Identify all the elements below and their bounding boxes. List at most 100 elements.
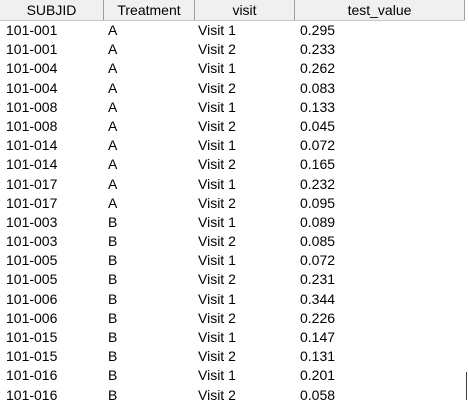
- cell-visit[interactable]: Visit 2: [198, 194, 236, 211]
- cell-test-value[interactable]: 0.233: [300, 41, 336, 58]
- cell-treatment[interactable]: B: [108, 271, 118, 288]
- table-row[interactable]: 101-005 B Visit 2 0.231: [0, 270, 465, 289]
- cell-treatment[interactable]: B: [108, 309, 118, 326]
- cell-subjid[interactable]: 101-005: [6, 252, 58, 269]
- cell-test-value[interactable]: 0.085: [300, 233, 336, 250]
- cell-subjid[interactable]: 101-001: [6, 22, 58, 38]
- cell-test-value[interactable]: 0.165: [300, 156, 336, 173]
- cell-visit[interactable]: Visit 1: [198, 329, 236, 345]
- cell-treatment[interactable]: A: [108, 79, 118, 96]
- cell-subjid[interactable]: 101-014: [6, 137, 58, 154]
- cell-subjid[interactable]: 101-015: [6, 329, 58, 345]
- cell-visit[interactable]: Visit 1: [198, 137, 236, 154]
- table-row[interactable]: 101-004 A Visit 1 0.262: [0, 59, 465, 78]
- cell-treatment[interactable]: A: [108, 98, 118, 115]
- cell-subjid[interactable]: 101-008: [6, 117, 58, 134]
- cell-test-value[interactable]: 0.147: [300, 329, 336, 345]
- cell-treatment[interactable]: B: [108, 348, 118, 365]
- cell-visit[interactable]: Visit 2: [198, 233, 236, 250]
- cell-test-value[interactable]: 0.045: [300, 117, 336, 134]
- table-row[interactable]: 101-015 B Visit 2 0.131: [0, 347, 465, 366]
- table-row[interactable]: 101-001 A Visit 1 0.295: [0, 21, 465, 40]
- cell-subjid[interactable]: 101-005: [6, 271, 58, 288]
- table-row[interactable]: 101-008 A Visit 2 0.045: [0, 117, 465, 136]
- column-header-test-value[interactable]: test_value: [295, 0, 465, 20]
- cell-treatment[interactable]: A: [108, 194, 118, 211]
- table-row[interactable]: 101-006 B Visit 2 0.226: [0, 309, 465, 328]
- cell-test-value[interactable]: 0.072: [300, 252, 336, 269]
- cell-subjid[interactable]: 101-015: [6, 348, 58, 365]
- cell-treatment[interactable]: A: [108, 117, 118, 134]
- cell-treatment[interactable]: B: [108, 290, 118, 307]
- column-header-treatment[interactable]: Treatment: [104, 0, 195, 20]
- cell-treatment[interactable]: B: [108, 386, 118, 403]
- cell-visit[interactable]: Visit 2: [198, 79, 236, 96]
- cell-subjid[interactable]: 101-001: [6, 41, 58, 58]
- cell-test-value[interactable]: 0.231: [300, 271, 336, 288]
- cell-treatment[interactable]: B: [108, 329, 118, 345]
- cell-subjid[interactable]: 101-004: [6, 60, 58, 77]
- cell-treatment[interactable]: A: [108, 175, 118, 192]
- cell-treatment[interactable]: B: [108, 367, 118, 384]
- table-row[interactable]: 101-015 B Visit 1 0.147: [0, 328, 465, 347]
- cell-test-value[interactable]: 0.295: [300, 22, 336, 38]
- cell-subjid[interactable]: 101-003: [6, 233, 58, 250]
- table-row[interactable]: 101-017 A Visit 1 0.232: [0, 175, 465, 194]
- cell-test-value[interactable]: 0.131: [300, 348, 336, 365]
- cell-visit[interactable]: Visit 1: [198, 98, 236, 115]
- cell-visit[interactable]: Visit 1: [198, 290, 236, 307]
- cell-subjid[interactable]: 101-003: [6, 213, 58, 230]
- cell-treatment[interactable]: B: [108, 213, 118, 230]
- cell-test-value[interactable]: 0.072: [300, 137, 336, 154]
- cell-test-value[interactable]: 0.133: [300, 98, 336, 115]
- cell-subjid[interactable]: 101-006: [6, 290, 58, 307]
- cell-visit[interactable]: Visit 2: [198, 348, 236, 365]
- cell-subjid[interactable]: 101-016: [6, 367, 58, 384]
- table-row[interactable]: 101-004 A Visit 2 0.083: [0, 79, 465, 98]
- table-row[interactable]: 101-003 B Visit 1 0.089: [0, 213, 465, 232]
- cell-test-value[interactable]: 0.083: [300, 79, 336, 96]
- cell-visit[interactable]: Visit 1: [198, 60, 236, 77]
- cell-test-value[interactable]: 0.232: [300, 175, 336, 192]
- table-row[interactable]: 101-016 B Visit 2 0.058: [0, 386, 465, 405]
- cell-treatment[interactable]: B: [108, 252, 118, 269]
- column-header-visit[interactable]: visit: [195, 0, 295, 20]
- table-row[interactable]: 101-008 A Visit 1 0.133: [0, 98, 465, 117]
- cell-test-value[interactable]: 0.262: [300, 60, 336, 77]
- table-row[interactable]: 101-003 B Visit 2 0.085: [0, 232, 465, 251]
- cell-visit[interactable]: Visit 1: [198, 22, 236, 38]
- cell-treatment[interactable]: A: [108, 41, 118, 58]
- cell-visit[interactable]: Visit 2: [198, 117, 236, 134]
- cell-test-value[interactable]: 0.089: [300, 213, 336, 230]
- cell-subjid[interactable]: 101-017: [6, 175, 58, 192]
- cell-treatment[interactable]: A: [108, 60, 118, 77]
- table-row[interactable]: 101-001 A Visit 2 0.233: [0, 40, 465, 59]
- cell-test-value[interactable]: 0.058: [300, 386, 336, 403]
- column-header-subjid[interactable]: SUBJID: [0, 0, 104, 20]
- cell-visit[interactable]: Visit 2: [198, 271, 236, 288]
- cell-test-value[interactable]: 0.095: [300, 194, 336, 211]
- table-row[interactable]: 101-005 B Visit 1 0.072: [0, 251, 465, 270]
- cell-visit[interactable]: Visit 1: [198, 213, 236, 230]
- cell-visit[interactable]: Visit 2: [198, 41, 236, 58]
- cell-subjid[interactable]: 101-004: [6, 79, 58, 96]
- cell-subjid[interactable]: 101-016: [6, 386, 58, 403]
- cell-treatment[interactable]: A: [108, 22, 118, 38]
- cell-treatment[interactable]: B: [108, 233, 118, 250]
- cell-visit[interactable]: Visit 2: [198, 156, 236, 173]
- table-row[interactable]: 101-017 A Visit 2 0.095: [0, 194, 465, 213]
- cell-treatment[interactable]: A: [108, 137, 118, 154]
- table-row[interactable]: 101-014 A Visit 2 0.165: [0, 155, 465, 174]
- cell-test-value[interactable]: 0.344: [300, 290, 336, 307]
- cell-subjid[interactable]: 101-008: [6, 98, 58, 115]
- cell-subjid[interactable]: 101-006: [6, 309, 58, 326]
- cell-subjid[interactable]: 101-017: [6, 194, 58, 211]
- cell-subjid[interactable]: 101-014: [6, 156, 58, 173]
- cell-visit[interactable]: Visit 2: [198, 309, 236, 326]
- cell-visit[interactable]: Visit 1: [198, 252, 236, 269]
- table-row[interactable]: 101-014 A Visit 1 0.072: [0, 136, 465, 155]
- cell-test-value[interactable]: 0.201: [300, 367, 336, 384]
- cell-visit[interactable]: Visit 1: [198, 367, 236, 384]
- table-row[interactable]: 101-016 B Visit 1 0.201: [0, 366, 465, 385]
- cell-visit[interactable]: Visit 2: [198, 386, 236, 403]
